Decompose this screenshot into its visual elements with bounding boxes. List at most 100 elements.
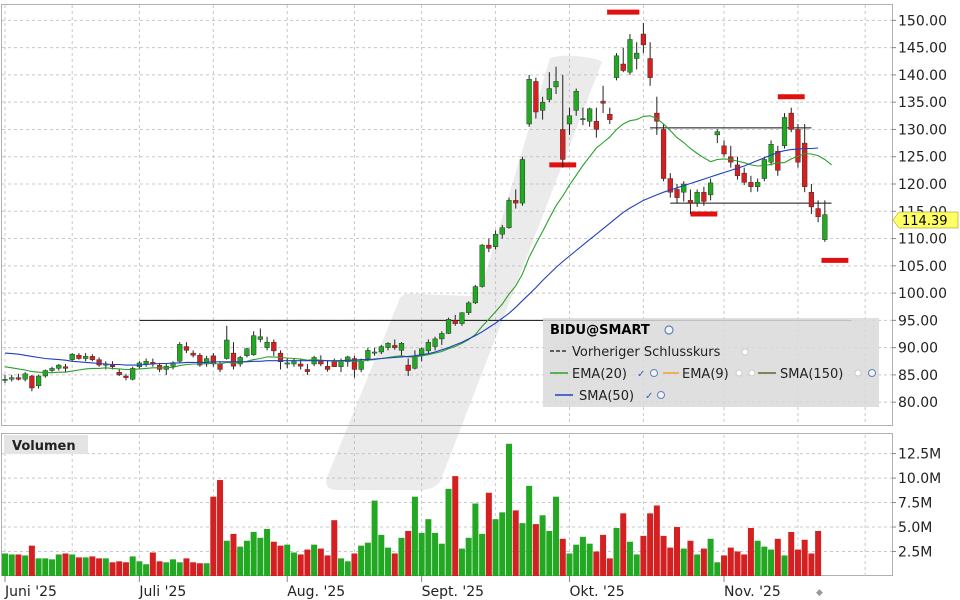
volume-bar [432, 532, 439, 576]
price-tick-label: 130.00 [898, 122, 947, 138]
candle [580, 118, 586, 120]
candle [392, 345, 398, 348]
time-tick-label: Sept. '25 [422, 584, 484, 600]
candle [244, 348, 250, 357]
time-tick-label: Nov. '25 [724, 584, 781, 600]
candle [83, 356, 89, 359]
volume-bar [559, 538, 566, 576]
volume-tick-label: 12.5M [898, 447, 941, 463]
volume-bar [284, 544, 291, 576]
volume-bar [405, 530, 412, 576]
time-tick-label: Aug. '25 [287, 584, 345, 600]
price-tick-label: 80.00 [898, 395, 938, 411]
volume-bar [338, 558, 344, 576]
sma150-visibility-icon[interactable] [854, 369, 862, 377]
volume-bar [344, 561, 351, 576]
volume-bar [465, 537, 472, 576]
candle [553, 81, 559, 88]
volume-bar [290, 552, 297, 576]
candle [378, 346, 384, 353]
volume-bar [472, 503, 479, 576]
volume-bar [324, 555, 331, 576]
volume-bar [774, 538, 781, 576]
last-price-label: 114.39 [902, 214, 948, 229]
candle [183, 346, 190, 351]
candle [808, 191, 815, 208]
candle [372, 351, 378, 354]
volume-bar [28, 545, 35, 576]
candle [69, 353, 75, 360]
volume-bar [579, 536, 586, 576]
candle [109, 364, 116, 367]
candle [593, 121, 599, 130]
volume-bar [69, 554, 76, 576]
ema20-settings-icon[interactable] [650, 369, 658, 377]
volume-bar [667, 547, 674, 576]
volume-bar [815, 530, 822, 576]
prev-close-visibility-icon[interactable] [741, 348, 749, 356]
sma50-checkmark-icon[interactable]: ✓ [645, 391, 653, 402]
indicator-lines [4, 115, 832, 374]
volume-bar [8, 554, 15, 576]
candle [513, 200, 519, 204]
price-tick-label: 90.00 [898, 341, 938, 357]
ema9-settings-icon[interactable] [748, 369, 756, 377]
volume-bar [741, 554, 748, 576]
candle [506, 200, 512, 228]
candle [257, 336, 263, 340]
price-tick-label: 105.00 [898, 259, 947, 275]
price-axis: 150.00 145.00 140.00 135.00 130.00 125.00 120.… [892, 13, 947, 411]
candle [412, 356, 418, 369]
volume-bar [317, 548, 324, 576]
candle [499, 227, 505, 235]
volume-bar [761, 546, 768, 576]
volume-bar [499, 512, 506, 576]
candle [284, 362, 290, 365]
candle [143, 361, 149, 365]
symbol-settings-icon[interactable] [664, 325, 674, 335]
sma50-settings-icon[interactable] [657, 391, 665, 399]
volume-bar [297, 554, 304, 576]
volume-bar [546, 530, 553, 576]
volume-bar [351, 553, 358, 576]
volume-label-box: Volumen [4, 435, 88, 454]
candle [49, 368, 55, 371]
candle [802, 142, 808, 187]
volume-bar [217, 480, 224, 576]
volume-bar [22, 555, 29, 576]
candle [714, 131, 720, 136]
volume-bar [707, 538, 714, 576]
volume-bar [458, 548, 465, 576]
scroll-right-icon[interactable]: ◆ [816, 588, 823, 598]
ema9-visibility-icon[interactable] [735, 369, 743, 377]
time-tick-label: Juni '25 [4, 584, 57, 600]
volume-bar [788, 531, 795, 576]
volume-bar [250, 531, 257, 576]
candle [640, 33, 647, 46]
candle [674, 189, 680, 198]
sma150-settings-icon[interactable] [868, 369, 876, 377]
candle [486, 244, 492, 249]
volume-bar [492, 519, 499, 576]
legend: BIDU@SMART Vorheriger Schlusskurs EMA(20… [543, 318, 879, 407]
candle [452, 320, 458, 324]
volume-bar [794, 549, 801, 576]
volume-bar [223, 540, 230, 576]
volume-bar [653, 505, 660, 576]
ema20-checkmark-icon[interactable]: ✓ [637, 369, 645, 380]
volume-bar [573, 544, 580, 576]
candle [761, 159, 767, 179]
volume-bar [49, 559, 56, 576]
candle [533, 81, 539, 113]
candle [264, 341, 270, 348]
candle [210, 355, 216, 365]
legend-ema20: EMA(20) [572, 367, 627, 382]
volume-bar [781, 555, 788, 576]
volume-bar [136, 561, 143, 576]
volume-bar [358, 545, 365, 576]
volume-bars [2, 443, 822, 576]
volume-bar [411, 496, 418, 576]
candle [647, 58, 653, 78]
candle [130, 368, 136, 380]
volume-bar [506, 443, 512, 576]
